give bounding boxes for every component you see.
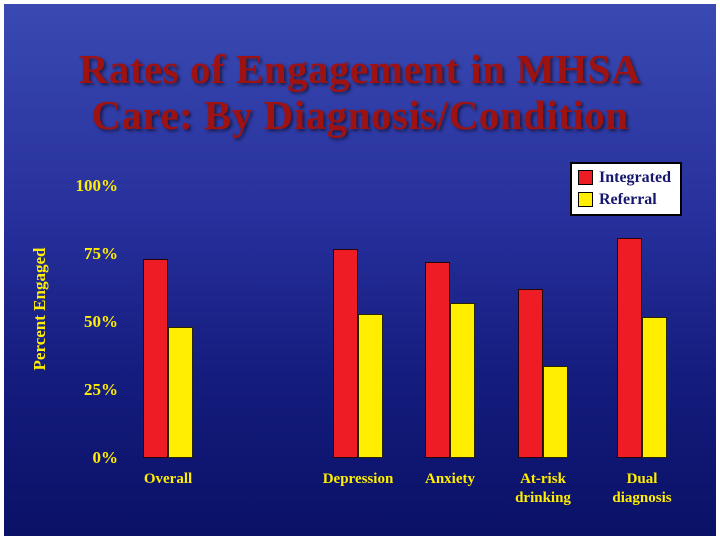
- chart-legend: Integrated Referral: [570, 162, 682, 216]
- bar-integrated: [425, 262, 450, 458]
- bar-referral: [642, 317, 667, 458]
- x-axis-category-label: At-risk drinking: [515, 471, 571, 506]
- x-axis-category-label: Overall: [143, 471, 193, 487]
- y-axis-tick-label: 75%: [84, 244, 118, 263]
- slide-background: Rates of Engagement in MHSA Care: By Dia…: [4, 4, 716, 536]
- slide-title: Rates of Engagement in MHSA Care: By Dia…: [4, 46, 716, 138]
- y-axis-tick-label: 0%: [92, 448, 119, 467]
- legend-label-integrated: Integrated: [599, 169, 671, 186]
- bar-referral: [543, 366, 568, 458]
- slide-title-line-1: Rates of Engagement in MHSA: [78, 46, 642, 92]
- y-axis-tick-label: 100%: [75, 176, 119, 195]
- y-axis-tick-label: 50%: [84, 312, 118, 331]
- legend-item-integrated: Integrated: [578, 169, 671, 186]
- legend-item-referral: Referral: [578, 191, 671, 208]
- bar-integrated: [518, 289, 543, 458]
- bar-referral: [450, 303, 475, 458]
- legend-swatch-integrated-icon: [578, 170, 593, 185]
- bar-integrated: [617, 238, 642, 458]
- bar-referral: [358, 314, 383, 458]
- bar-referral: [168, 327, 193, 458]
- y-axis-title: Percent Engaged: [30, 247, 49, 371]
- legend-swatch-referral-icon: [578, 192, 593, 207]
- x-axis-category-label: Dual diagnosis: [612, 471, 672, 506]
- slide-title-line-2: Care: By Diagnosis/Condition: [91, 92, 629, 138]
- bar-integrated: [333, 249, 358, 458]
- x-axis-category-label: Depression: [322, 471, 394, 487]
- legend-label-referral: Referral: [599, 191, 657, 208]
- y-axis-tick-label: 25%: [84, 380, 118, 399]
- bar-integrated: [143, 259, 168, 458]
- x-axis-category-label: Anxiety: [425, 471, 475, 487]
